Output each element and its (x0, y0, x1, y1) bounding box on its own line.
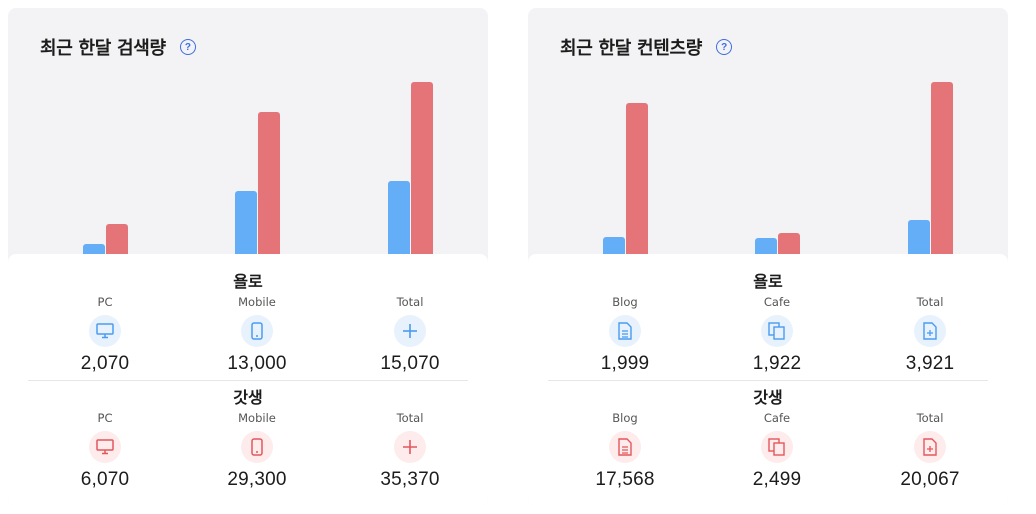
stat-value: 2,070 (80, 353, 130, 374)
document-plus-icon (914, 431, 946, 463)
bar-cafe-series-1 (754, 238, 777, 254)
divider (548, 380, 988, 381)
stat-label: PC (97, 295, 113, 309)
question-circle-icon[interactable]: ? (179, 39, 196, 55)
bar-pc-series-2 (105, 224, 128, 254)
stat-value: 35,370 (380, 469, 440, 490)
bar-total-series-1 (387, 181, 410, 254)
stat-value: 20,067 (900, 469, 960, 490)
search-volume-panel: 최근 한달 검색량 ? 욜로 PC 2,070 Mobile 13,000 (8, 8, 488, 506)
bar-total-series-1 (907, 220, 930, 254)
stat-total: Total 35,370 (340, 410, 480, 491)
stat-total: Total 20,067 (860, 410, 1000, 491)
group-title: 갓생 (753, 388, 783, 407)
smartphone-icon (241, 431, 273, 463)
stat-label: Total (916, 411, 944, 425)
copy-icon (761, 431, 793, 463)
search-volume-chart (8, 68, 488, 254)
bar-mobile-series-2 (257, 112, 280, 254)
group-title: 갓생 (233, 388, 263, 407)
search-volume-stats-card: 욜로 PC 2,070 Mobile 13,000 Total (8, 254, 488, 506)
panel-title: 최근 한달 컨텐츠량 ? (560, 34, 733, 60)
search-volume-title: 최근 한달 검색량 (40, 38, 166, 59)
stat-total: Total 15,070 (340, 294, 480, 375)
keyword-group-yolo: 욜로 PC 2,070 Mobile 13,000 Total (8, 268, 488, 384)
plus-icon (394, 315, 426, 347)
bar-pc-series-1 (82, 244, 105, 254)
stat-label: Total (396, 295, 424, 309)
stat-value: 2,499 (752, 469, 802, 490)
stat-label: Cafe (763, 295, 791, 309)
stat-label: Mobile (238, 295, 276, 309)
copy-icon (761, 315, 793, 347)
stat-value: 29,300 (227, 469, 287, 490)
document-icon (609, 431, 641, 463)
question-circle-icon[interactable]: ? (716, 39, 733, 55)
stat-label: Blog (612, 411, 638, 425)
stat-blog: Blog 1,999 (555, 294, 695, 375)
stat-label: Blog (612, 295, 638, 309)
stat-value: 6,070 (80, 469, 130, 490)
monitor-icon (89, 431, 121, 463)
stat-value: 3,921 (905, 353, 955, 374)
stat-mobile: Mobile 13,000 (187, 294, 327, 375)
bar-total-series-2 (410, 82, 433, 254)
stat-label: Mobile (238, 411, 276, 425)
stat-cafe: Cafe 1,922 (707, 294, 847, 375)
bar-cafe-series-2 (777, 233, 800, 254)
document-icon (609, 315, 641, 347)
document-plus-icon (914, 315, 946, 347)
stat-pc: PC 6,070 (35, 410, 175, 491)
stat-value: 15,070 (380, 353, 440, 374)
smartphone-icon (241, 315, 273, 347)
panel-title: 최근 한달 검색량 ? (40, 34, 196, 60)
bar-blog-series-2 (625, 103, 648, 254)
content-volume-title: 최근 한달 컨텐츠량 (560, 38, 703, 59)
plus-icon (394, 431, 426, 463)
monitor-icon (89, 315, 121, 347)
stat-mobile: Mobile 29,300 (187, 410, 327, 491)
stat-pc: PC 2,070 (35, 294, 175, 375)
stat-value: 1,999 (600, 353, 650, 374)
stat-label: PC (97, 411, 113, 425)
keyword-group-yolo: 욜로 Blog 1,999 Cafe 1,922 Total (528, 268, 1008, 384)
stat-value: 17,568 (595, 469, 655, 490)
bar-mobile-series-1 (234, 191, 257, 254)
group-title: 욜로 (753, 272, 783, 291)
stat-value: 13,000 (227, 353, 287, 374)
bar-total-series-2 (930, 82, 953, 254)
content-volume-panel: 최근 한달 컨텐츠량 ? 욜로 Blog 1,999 Cafe 1,922 To… (528, 8, 1008, 506)
stat-blog: Blog 17,568 (555, 410, 695, 491)
content-volume-stats-card: 욜로 Blog 1,999 Cafe 1,922 Total (528, 254, 1008, 506)
divider (28, 380, 468, 381)
stat-label: Total (396, 411, 424, 425)
stat-label: Cafe (763, 411, 791, 425)
content-volume-chart (528, 68, 1008, 254)
stat-label: Total (916, 295, 944, 309)
group-title: 욜로 (233, 272, 263, 291)
stat-value: 1,922 (752, 353, 802, 374)
bar-blog-series-1 (602, 237, 625, 254)
keyword-group-godsaeng: 갓생 PC 6,070 Mobile 29,300 Total (8, 384, 488, 500)
stat-cafe: Cafe 2,499 (707, 410, 847, 491)
stat-total: Total 3,921 (860, 294, 1000, 375)
keyword-group-godsaeng: 갓생 Blog 17,568 Cafe 2,499 Total (528, 384, 1008, 500)
